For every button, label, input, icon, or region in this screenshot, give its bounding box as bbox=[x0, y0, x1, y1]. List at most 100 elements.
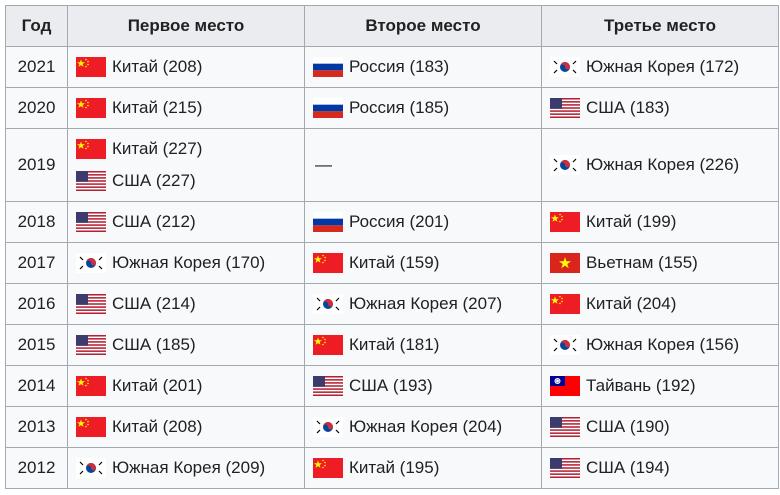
country-entry: США (193) bbox=[313, 370, 533, 402]
country-link[interactable]: Китай (159) bbox=[349, 253, 440, 272]
empty-dash: — bbox=[315, 155, 332, 174]
china-flag-icon[interactable] bbox=[76, 57, 106, 77]
usa-flag-icon[interactable] bbox=[76, 294, 106, 314]
country-link[interactable]: США (185) bbox=[112, 335, 196, 354]
country-entry: Китай (195) bbox=[313, 452, 533, 484]
country-link[interactable]: США (190) bbox=[586, 417, 670, 436]
country-link[interactable]: Южная Корея (172) bbox=[586, 57, 740, 76]
south-korea-flag-icon[interactable] bbox=[550, 335, 580, 355]
country-entry: США (185) bbox=[76, 329, 296, 361]
china-flag-icon[interactable] bbox=[76, 417, 106, 437]
country-link[interactable]: Россия (183) bbox=[349, 57, 450, 76]
russia-flag-icon[interactable] bbox=[313, 212, 343, 232]
country-link[interactable]: Китай (215) bbox=[112, 98, 203, 117]
south-korea-flag-icon[interactable] bbox=[76, 253, 106, 273]
country-link[interactable]: Россия (185) bbox=[349, 98, 450, 117]
china-flag-icon[interactable] bbox=[76, 139, 106, 159]
country-link[interactable]: Китай (227) bbox=[112, 139, 203, 158]
south-korea-flag-icon[interactable] bbox=[313, 294, 343, 314]
country-entry: Тайвань (192) bbox=[550, 370, 770, 402]
column-header: Первое место bbox=[67, 5, 305, 47]
country-link[interactable]: Китай (195) bbox=[349, 458, 440, 477]
russia-flag-icon[interactable] bbox=[313, 98, 343, 118]
place-cell: Китай (204) bbox=[541, 283, 779, 325]
country-entry: Россия (201) bbox=[313, 206, 533, 238]
country-link[interactable]: Китай (208) bbox=[112, 417, 203, 436]
place-cell: Китай (181) bbox=[304, 324, 542, 366]
country-link[interactable]: Вьетнам (155) bbox=[586, 253, 698, 272]
taiwan-flag-icon[interactable] bbox=[550, 376, 580, 396]
place-cell: Южная Корея (172) bbox=[541, 46, 779, 88]
country-entry: Россия (185) bbox=[313, 92, 533, 124]
usa-flag-icon[interactable] bbox=[76, 171, 106, 191]
country-link[interactable]: Южная Корея (204) bbox=[349, 417, 503, 436]
country-link[interactable]: Китай (181) bbox=[349, 335, 440, 354]
place-cell: Россия (201) bbox=[304, 201, 542, 243]
place-cell: Россия (183) bbox=[304, 46, 542, 88]
country-entry: Южная Корея (209) bbox=[76, 452, 296, 484]
country-link[interactable]: Россия (201) bbox=[349, 212, 450, 231]
usa-flag-icon[interactable] bbox=[313, 376, 343, 396]
usa-flag-icon[interactable] bbox=[550, 417, 580, 437]
country-link[interactable]: США (193) bbox=[349, 376, 433, 395]
south-korea-flag-icon[interactable] bbox=[550, 155, 580, 175]
country-link[interactable]: США (183) bbox=[586, 98, 670, 117]
country-link[interactable]: Тайвань (192) bbox=[586, 376, 696, 395]
south-korea-flag-icon[interactable] bbox=[76, 458, 106, 478]
country-entry: — bbox=[313, 149, 533, 181]
place-cell: Китай (195) bbox=[304, 447, 542, 489]
country-link[interactable]: Китай (204) bbox=[586, 294, 677, 313]
vietnam-flag-icon[interactable] bbox=[550, 253, 580, 273]
country-link[interactable]: Южная Корея (170) bbox=[112, 253, 266, 272]
country-link[interactable]: Южная Корея (209) bbox=[112, 458, 266, 477]
usa-flag-icon[interactable] bbox=[76, 335, 106, 355]
russia-flag-icon[interactable] bbox=[313, 57, 343, 77]
country-link[interactable]: Китай (201) bbox=[112, 376, 203, 395]
country-link[interactable]: США (214) bbox=[112, 294, 196, 313]
place-cell: США (185) bbox=[67, 324, 305, 366]
usa-flag-icon[interactable] bbox=[76, 212, 106, 232]
column-header: Второе место bbox=[304, 5, 542, 47]
country-link[interactable]: США (227) bbox=[112, 171, 196, 190]
column-header: Третье место bbox=[541, 5, 779, 47]
table-row: 2016 США (214) Южная Корея (207) Китай (204… bbox=[5, 283, 779, 325]
country-link[interactable]: Китай (208) bbox=[112, 57, 203, 76]
country-entry: Южная Корея (172) bbox=[550, 51, 770, 83]
usa-flag-icon[interactable] bbox=[550, 458, 580, 478]
year-cell: 2020 bbox=[5, 87, 68, 129]
table-row: 2012 Южная Корея (209) Китай (195) США (194… bbox=[5, 447, 779, 489]
china-flag-icon[interactable] bbox=[313, 253, 343, 273]
table-row: 2017 Южная Корея (170) Китай (159) Вьетнам … bbox=[5, 242, 779, 284]
place-cell: Китай (215) bbox=[67, 87, 305, 129]
place-cell: Россия (185) bbox=[304, 87, 542, 129]
china-flag-icon[interactable] bbox=[550, 212, 580, 232]
country-entry: Южная Корея (226) bbox=[550, 149, 770, 181]
country-link[interactable]: Южная Корея (207) bbox=[349, 294, 503, 313]
china-flag-icon[interactable] bbox=[76, 376, 106, 396]
country-link[interactable]: Китай (199) bbox=[586, 212, 677, 231]
country-entry: США (214) bbox=[76, 288, 296, 320]
place-cell: США (214) bbox=[67, 283, 305, 325]
place-cell: Южная Корея (156) bbox=[541, 324, 779, 366]
country-link[interactable]: США (212) bbox=[112, 212, 196, 231]
country-entry: США (183) bbox=[550, 92, 770, 124]
south-korea-flag-icon[interactable] bbox=[550, 57, 580, 77]
country-entry: Китай (159) bbox=[313, 247, 533, 279]
place-cell: Южная Корея (207) bbox=[304, 283, 542, 325]
country-entry: Китай (181) bbox=[313, 329, 533, 361]
place-cell: Китай (208) bbox=[67, 46, 305, 88]
year-cell: 2012 bbox=[5, 447, 68, 489]
china-flag-icon[interactable] bbox=[550, 294, 580, 314]
china-flag-icon[interactable] bbox=[313, 458, 343, 478]
usa-flag-icon[interactable] bbox=[550, 98, 580, 118]
china-flag-icon[interactable] bbox=[313, 335, 343, 355]
country-link[interactable]: США (194) bbox=[586, 458, 670, 477]
country-entry: США (194) bbox=[550, 452, 770, 484]
south-korea-flag-icon[interactable] bbox=[313, 417, 343, 437]
country-link[interactable]: Южная Корея (156) bbox=[586, 335, 740, 354]
year-cell: 2021 bbox=[5, 46, 68, 88]
china-flag-icon[interactable] bbox=[76, 98, 106, 118]
country-link[interactable]: Южная Корея (226) bbox=[586, 155, 740, 174]
country-entry: Китай (208) bbox=[76, 51, 296, 83]
place-cell: США (190) bbox=[541, 406, 779, 448]
